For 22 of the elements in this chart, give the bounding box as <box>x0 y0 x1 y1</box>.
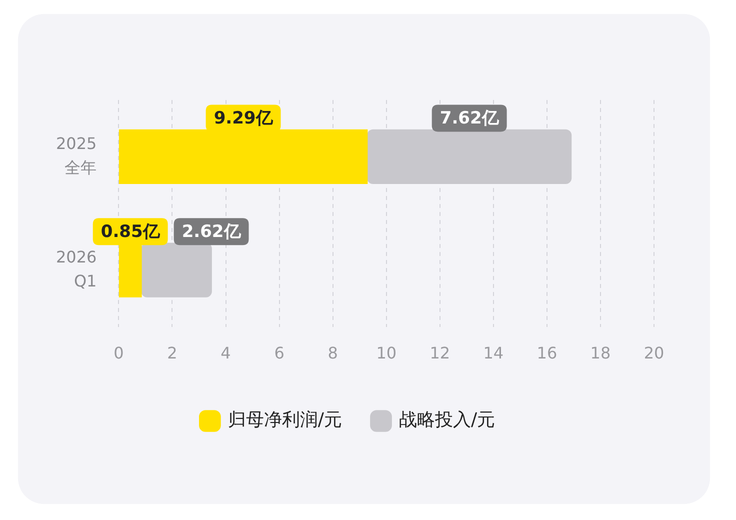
data-label: 7.62亿 <box>440 108 500 129</box>
x-tick-label: 12 <box>430 344 450 363</box>
x-tick-label: 10 <box>376 344 397 363</box>
x-tick-label: 14 <box>483 344 504 363</box>
x-tick-label: 6 <box>274 344 284 363</box>
bar <box>118 129 368 184</box>
legend-label: 归母净利润/元 <box>228 410 342 431</box>
x-tick-label: 18 <box>590 344 611 363</box>
data-label: 0.85亿 <box>100 222 161 242</box>
bar <box>367 129 572 184</box>
y-tick-label: 2026 Q1 <box>56 247 97 290</box>
x-tick-label: 20 <box>644 344 664 363</box>
x-tick-label: 16 <box>536 344 558 363</box>
legend-label: 战略投入/元 <box>399 410 496 431</box>
data-label: 9.29亿 <box>214 108 274 129</box>
x-tick-label: 0 <box>114 344 124 363</box>
y-tick-label: 2025 全年 <box>56 134 97 177</box>
x-tick-label: 4 <box>220 344 231 363</box>
data-label: 2.62亿 <box>182 222 242 242</box>
card-panel: 归母净利润/元 战略投入/元 0 2 4 6 8 10 12 14 16 18 20 2025 全年 2026 Q1 9.29亿 7.62亿 0.85亿 2.62亿 <box>18 14 710 504</box>
x-tick-label: 2 <box>167 344 178 363</box>
x-tick-label: 8 <box>328 344 338 363</box>
